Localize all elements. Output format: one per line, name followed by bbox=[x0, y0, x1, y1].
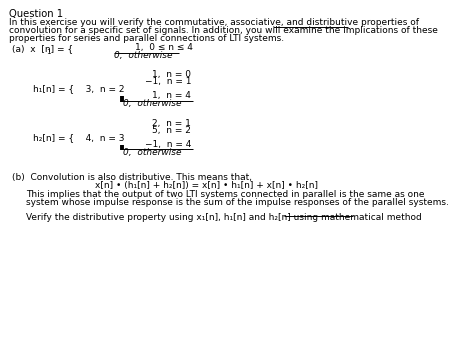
Text: −1,  n = 4: −1, n = 4 bbox=[145, 140, 191, 149]
Text: 1,  n = 4: 1, n = 4 bbox=[152, 91, 191, 100]
Text: h₁[n] = {    3,  n = 2: h₁[n] = { 3, n = 2 bbox=[33, 84, 125, 93]
Text: 1,  n = 0: 1, n = 0 bbox=[152, 70, 191, 79]
Text: 1,  0 ≤ n ≤ 4: 1, 0 ≤ n ≤ 4 bbox=[135, 43, 193, 52]
Text: This implies that the output of two LTI systems connected in parallel is the sam: This implies that the output of two LTI … bbox=[26, 190, 425, 199]
Text: Verify the distributive property using x₁[n], h₁[n] and h₂[n] using mathematical: Verify the distributive property using x… bbox=[26, 214, 422, 223]
Text: h₂[n] = {    4,  n = 3: h₂[n] = { 4, n = 3 bbox=[33, 133, 125, 142]
Text: system whose impulse response is the sum of the impulse responses of the paralle: system whose impulse response is the sum… bbox=[26, 198, 449, 207]
Text: Question 1: Question 1 bbox=[9, 9, 63, 19]
Text: properties for series and parallel connections of LTI systems.: properties for series and parallel conne… bbox=[9, 34, 283, 43]
Text: 1: 1 bbox=[46, 49, 51, 55]
Text: In this exercise you will verify the commutative, associative, and distributive : In this exercise you will verify the com… bbox=[9, 18, 419, 27]
Text: 5,  n = 2: 5, n = 2 bbox=[152, 126, 191, 135]
Text: x[n] • (h₁[n] + h₂[n]) = x[n] • h₁[n] + x[n] • h₂[n]: x[n] • (h₁[n] + h₂[n]) = x[n] • h₁[n] + … bbox=[95, 181, 318, 190]
Text: 0,  otherwise: 0, otherwise bbox=[123, 148, 182, 157]
Text: convolution for a specific set of signals. In addition, you will examine the imp: convolution for a specific set of signal… bbox=[9, 26, 438, 35]
Text: 2,  n = 1: 2, n = 1 bbox=[152, 119, 191, 128]
Text: (b)  Convolution is also distributive. This means that,: (b) Convolution is also distributive. Th… bbox=[12, 173, 252, 182]
Text: 0,  otherwise: 0, otherwise bbox=[114, 51, 172, 60]
Text: −1,  n = 1: −1, n = 1 bbox=[145, 77, 191, 86]
Text: (a)  x  [n] = {: (a) x [n] = { bbox=[12, 44, 73, 53]
Text: 0,  otherwise: 0, otherwise bbox=[123, 99, 182, 108]
